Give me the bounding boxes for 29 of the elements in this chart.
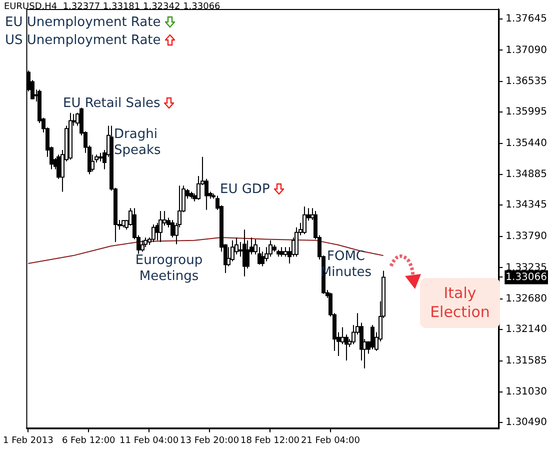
x-tick-label: 6 Feb 12:00 [62, 436, 116, 446]
y-tick-label: 1.31030 [506, 386, 548, 398]
chart-title: EURUSD,H4 1.32377 1.33181 1.32342 1.33066 [4, 2, 220, 12]
x-tick-label: 13 Feb 20:00 [180, 436, 240, 446]
y-tick-label: 1.35995 [506, 106, 548, 118]
x-tick-label: 11 Feb 04:00 [120, 436, 179, 446]
y-tick-label: 1.37645 [506, 13, 548, 24]
y-tick-label: 1.32140 [506, 324, 548, 336]
annotation: EU GDP [220, 182, 270, 197]
y-tick-label: 1.34345 [506, 200, 548, 211]
y-tick-label: 1.33066 [506, 272, 548, 283]
x-tick-label: 18 Feb 12:00 [240, 436, 300, 446]
y-tick-label: 1.32680 [506, 294, 548, 305]
y-tick-label: 1.30490 [506, 417, 548, 428]
x-tick-label: 21 Feb 04:00 [300, 436, 360, 446]
y-tick-label: 1.33790 [506, 230, 548, 242]
annotation: Draghi Speaks [114, 127, 161, 158]
y-tick-label: 1.31585 [506, 355, 548, 366]
annotation: Italy Election [430, 284, 490, 321]
annotation: EU Unemployment Rate [5, 15, 161, 30]
x-tick-label: 1 Feb 2013 [2, 436, 54, 446]
y-tick-label: 1.33235 [506, 262, 548, 274]
annotation: Eurogroup Meetings [135, 253, 203, 284]
annotation: US Unemployment Rate [5, 33, 161, 48]
y-tick-label: 1.35440 [506, 138, 548, 149]
y-tick-label: 1.37090 [506, 44, 548, 56]
y-tick-label: 1.34885 [506, 169, 548, 180]
y-tick-label: 1.36535 [506, 76, 548, 88]
annotation: EU Retail Sales [63, 96, 160, 111]
